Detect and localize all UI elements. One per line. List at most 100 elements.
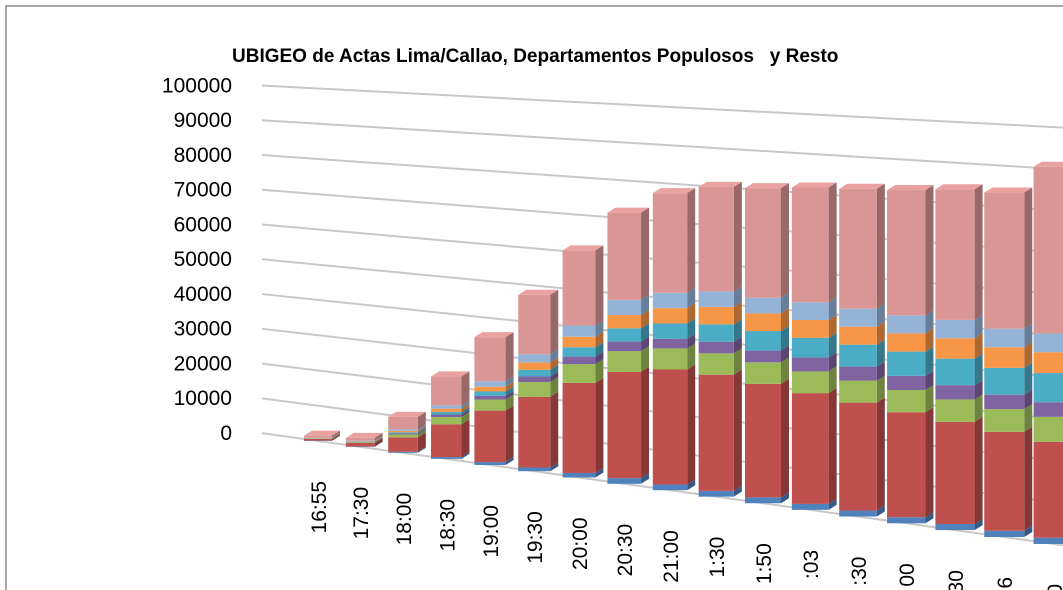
bar-side <box>733 369 742 491</box>
bar-segment <box>474 410 506 463</box>
bar-segment <box>388 429 418 431</box>
bar-segment <box>431 417 462 425</box>
bar-side <box>828 366 837 394</box>
bar-segment <box>562 336 596 348</box>
bar-side <box>828 182 837 303</box>
bar-segment <box>791 503 829 510</box>
bar-segment <box>518 294 551 355</box>
x-tick-label: 1:30 <box>706 537 729 578</box>
bar-segment <box>935 385 975 400</box>
bar-side <box>505 394 514 411</box>
bar-side <box>974 314 983 339</box>
x-tick-label: 20:00 <box>569 517 592 570</box>
bar-segment <box>562 347 596 357</box>
x-tick-label: 21:00 <box>660 530 683 583</box>
bar-side <box>461 406 470 415</box>
bar-segment <box>1033 441 1063 538</box>
bar-side <box>925 328 934 352</box>
y-tick-label: 0 <box>220 422 232 445</box>
bar-side <box>828 332 837 358</box>
bar-segment <box>698 374 734 491</box>
bar-segment <box>887 375 926 390</box>
bar-side <box>374 435 383 442</box>
bar-side <box>641 473 650 484</box>
bar-side <box>461 419 470 458</box>
bar-side <box>641 207 650 300</box>
bar-top <box>562 245 604 251</box>
bar-top <box>607 207 650 213</box>
bar-side <box>733 336 742 354</box>
bar-side <box>781 308 789 332</box>
x-tick-label: :30 <box>848 557 871 586</box>
bar-segment <box>887 333 926 352</box>
bar-side <box>332 433 340 439</box>
bar-side <box>876 183 885 309</box>
bar-top <box>984 187 1033 193</box>
bar-segment <box>984 328 1025 348</box>
bar-segment <box>518 362 551 370</box>
bar-side <box>828 388 837 504</box>
bar-side <box>641 366 650 479</box>
bar-side <box>876 375 885 403</box>
bar-side <box>1024 323 1033 348</box>
bar-side <box>550 357 559 370</box>
bar-side <box>828 352 837 372</box>
bar-segment <box>431 414 462 418</box>
bar-side <box>1024 342 1033 368</box>
bar-segment <box>791 337 829 358</box>
x-tick-label: 18:30 <box>436 499 459 552</box>
bar-segment <box>791 187 829 303</box>
bar-side <box>781 183 789 298</box>
bar-top <box>791 182 837 188</box>
bar-side <box>925 370 934 390</box>
bar-segment <box>984 192 1025 329</box>
bar-side <box>417 427 426 434</box>
bar-side <box>374 437 383 443</box>
bar-segment <box>607 478 642 484</box>
bar-segment <box>388 430 418 433</box>
bar-top <box>304 430 340 436</box>
bar-side <box>876 339 885 367</box>
bar-segment <box>984 409 1025 432</box>
bar-segment <box>607 212 642 300</box>
bar-side <box>733 181 742 292</box>
bar-segment <box>935 358 975 386</box>
bar-segment <box>345 437 375 441</box>
grid-line <box>261 119 1063 171</box>
bar-segment <box>984 431 1025 531</box>
bar-segment <box>431 457 462 459</box>
bar-segment <box>698 341 734 354</box>
bar-segment <box>887 389 926 413</box>
bar-side <box>332 432 340 439</box>
bar-side <box>595 320 604 337</box>
bar-side <box>828 297 837 320</box>
bar-segment <box>388 437 418 452</box>
bar-segment <box>652 484 688 491</box>
bar-side <box>461 409 470 418</box>
bar-segment <box>745 297 781 314</box>
y-tick-label: 60000 <box>174 213 232 236</box>
bar-side <box>781 357 789 384</box>
bar-segment <box>562 356 596 365</box>
bar-side <box>332 432 340 438</box>
bar-side <box>461 452 470 459</box>
y-tick-label: 100000 <box>162 74 232 97</box>
bar-side <box>374 437 383 447</box>
bar-side <box>417 432 426 452</box>
bar-side <box>733 348 742 375</box>
bar-side <box>550 349 559 363</box>
bar-segment <box>474 386 506 392</box>
bar-segment <box>745 383 781 498</box>
bar-side <box>876 361 885 381</box>
bar-side <box>595 467 604 478</box>
bar-side <box>687 287 696 309</box>
y-tick-label: 10000 <box>174 387 232 410</box>
bar-segment <box>984 394 1025 410</box>
bar-segment <box>1033 416 1063 442</box>
x-tick-label: 30 <box>945 570 968 590</box>
bar-segment <box>698 306 734 325</box>
bar-segment <box>562 325 596 337</box>
x-tick-label: 00 <box>896 563 919 586</box>
x-tick-label: 20:30 <box>614 524 637 577</box>
